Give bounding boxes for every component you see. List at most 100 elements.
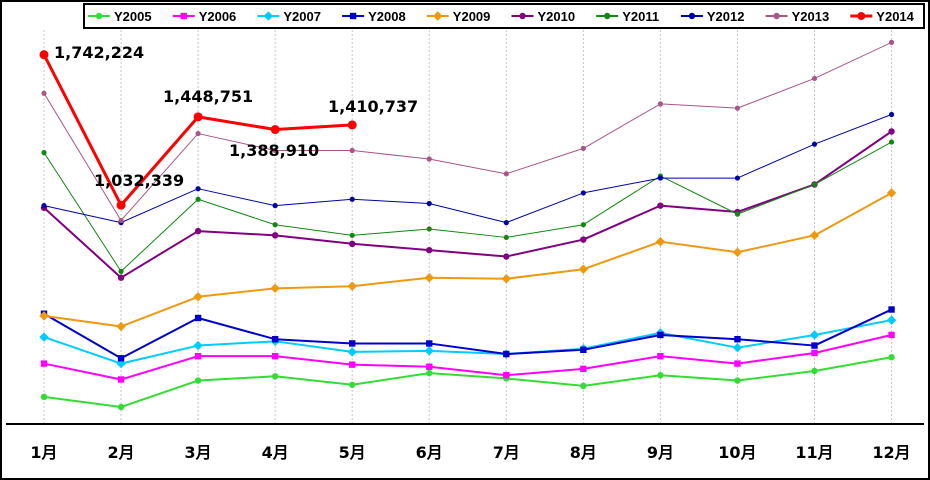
point-y2008: [734, 336, 741, 343]
point-y2009: [501, 274, 511, 284]
series-line-y2011: [43, 141, 892, 272]
point-y2006: [657, 352, 664, 360]
x-tick-label: 5月: [339, 443, 366, 462]
point-y2006: [734, 360, 741, 367]
point-y2008: [811, 342, 818, 349]
point-y2007: [732, 342, 743, 353]
point-y2005: [271, 373, 279, 380]
point-y2007: [424, 346, 434, 356]
legend-marker: [604, 12, 611, 20]
point-y2005: [426, 369, 433, 377]
series-line-y2012: [43, 114, 892, 224]
point-y2013: [349, 147, 355, 154]
legend-marker: [688, 12, 696, 20]
point-y2012: [888, 111, 895, 118]
point-y2010: [888, 128, 895, 135]
series-y2006: [40, 331, 895, 383]
point-y2012: [272, 203, 278, 209]
point-y2008: [194, 314, 202, 322]
point-y2005: [811, 367, 818, 375]
data-label-apr: 1,388,910: [229, 141, 319, 160]
point-y2014: [270, 125, 280, 135]
x-tick-label: 3月: [185, 443, 212, 462]
legend-marker: [180, 12, 187, 20]
point-y2010: [426, 246, 433, 254]
legend-label-y2011: Y2011: [622, 9, 659, 24]
point-y2006: [503, 372, 510, 379]
point-y2013: [41, 90, 47, 96]
series-line-y2006: [43, 333, 892, 381]
legend-marker: [433, 11, 443, 21]
point-y2008: [117, 355, 125, 362]
legend-label-y2009: Y2009: [453, 9, 491, 24]
series-line-y2007: [43, 319, 892, 365]
legend-marker: [857, 12, 866, 20]
legend-marker: [349, 12, 357, 20]
point-y2009: [886, 188, 897, 198]
legend-item-y2008: Y2008: [342, 9, 406, 24]
series-line-y2008: [43, 308, 892, 360]
point-y2009: [809, 230, 820, 241]
point-y2010: [349, 240, 356, 247]
data-label-may: 1,410,737: [328, 97, 418, 116]
point-y2013: [272, 147, 278, 154]
point-y2009: [347, 281, 357, 291]
point-y2006: [349, 361, 356, 368]
point-y2012: [349, 196, 355, 202]
point-y2005: [888, 354, 895, 361]
legend-label-y2013: Y2013: [792, 9, 830, 24]
point-y2006: [271, 352, 279, 360]
series-line-y2013: [43, 41, 892, 221]
point-y2012: [580, 190, 586, 196]
point-y2013: [118, 217, 124, 224]
point-y2011: [349, 232, 355, 238]
point-y2010: [580, 236, 587, 243]
point-y2009: [578, 264, 589, 274]
data-labels: 1,742,224 1,032,339 1,448,751 1,388,910 …: [54, 43, 418, 190]
x-tick-label: 7月: [493, 443, 520, 462]
point-y2009: [193, 292, 203, 302]
data-label-jan: 1,742,224: [54, 43, 144, 62]
legend-label-y2007: Y2007: [283, 9, 321, 24]
point-y2008: [888, 306, 895, 313]
legend-marker: [263, 11, 274, 21]
series-group: [39, 39, 897, 411]
legend-item-y2005: Y2005: [88, 9, 152, 24]
legend-item-y2006: Y2006: [172, 9, 236, 24]
point-y2010: [657, 202, 664, 209]
point-y2005: [349, 381, 356, 388]
point-y2006: [811, 349, 818, 357]
legend-label-y2010: Y2010: [538, 9, 576, 24]
point-y2005: [657, 372, 664, 379]
point-y2013: [811, 75, 818, 82]
point-y2007: [193, 340, 203, 351]
point-y2011: [195, 196, 201, 202]
point-y2009: [655, 236, 666, 247]
point-y2013: [426, 156, 432, 162]
point-y2013: [580, 145, 586, 151]
point-y2011: [41, 150, 47, 156]
point-y2008: [426, 340, 433, 347]
point-y2014: [193, 112, 203, 122]
point-y2010: [117, 274, 125, 281]
legend-marker: [95, 12, 103, 20]
point-y2007: [347, 347, 357, 357]
point-y2007: [809, 330, 820, 340]
point-y2006: [888, 331, 895, 339]
point-y2005: [580, 382, 587, 390]
x-tick-label: 6月: [416, 443, 443, 462]
x-tick-label: 1月: [30, 443, 57, 462]
x-tick-label: 8月: [570, 443, 597, 462]
point-y2011: [580, 222, 586, 228]
point-y2008: [349, 340, 356, 347]
point-y2005: [194, 377, 202, 384]
legend: Y2005 Y2006 Y2007 Y2008 Y2009 Y2010 Y2011 Y2012…: [83, 3, 925, 29]
point-y2011: [272, 222, 278, 228]
point-y2010: [503, 253, 510, 260]
series-line-y2010: [43, 130, 893, 279]
legend-item-y2009: Y2009: [426, 9, 491, 24]
point-y2012: [657, 175, 664, 181]
point-y2012: [503, 220, 509, 226]
point-y2011: [734, 211, 741, 217]
point-y2005: [117, 403, 125, 411]
